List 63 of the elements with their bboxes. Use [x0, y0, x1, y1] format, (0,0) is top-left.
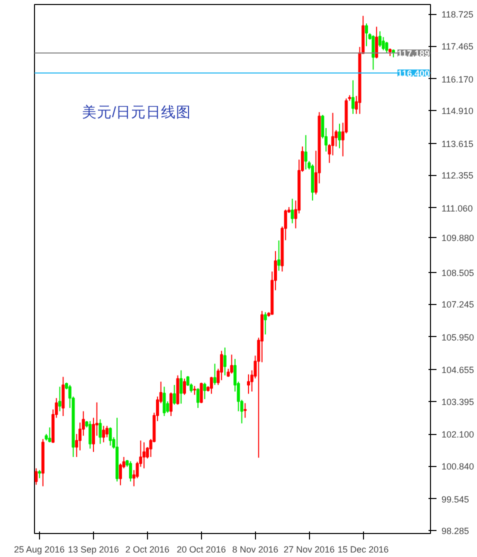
candlestick — [304, 134, 308, 170]
candlestick — [102, 425, 106, 443]
x-tick-label: 20 Oct 2016 — [176, 544, 226, 554]
candlestick — [378, 30, 382, 48]
candlestick — [351, 80, 354, 114]
candlestick — [98, 418, 102, 444]
y-tick-label: 102.100 — [442, 430, 474, 440]
candlestick — [108, 426, 112, 446]
candlestick — [142, 442, 146, 469]
y-tick-label: 109.880 — [442, 233, 474, 244]
candlestick — [88, 420, 92, 450]
candlestick — [246, 374, 250, 394]
candlestick — [220, 350, 224, 381]
candlestick — [375, 26, 378, 59]
candlestick — [129, 460, 132, 482]
y-tick-label: 116.170 — [442, 74, 474, 84]
x-tick-label: 25 Aug 2016 — [14, 544, 65, 554]
x-tick-label: 15 Dec 2016 — [338, 544, 389, 554]
candlestick — [223, 347, 226, 376]
y-tick-label: 112.355 — [442, 170, 474, 181]
candlestick — [372, 34, 375, 70]
candlestick — [203, 382, 206, 400]
y-tick-label: 111.060 — [442, 203, 473, 214]
y-tick-label: 105.950 — [442, 332, 474, 342]
candlestick — [264, 312, 267, 335]
candlestick — [196, 388, 200, 408]
candlestick — [62, 376, 65, 417]
x-tick-label: 27 Nov 2016 — [284, 544, 335, 554]
y-tick-label: 108.505 — [442, 268, 474, 278]
x-tick-label: 8 Nov 2016 — [232, 544, 278, 554]
candlestick — [338, 123, 342, 149]
candlestick — [58, 386, 62, 412]
candlestick — [277, 240, 280, 272]
candlestick — [385, 41, 388, 54]
candlestick — [180, 370, 183, 404]
candlestick — [162, 386, 166, 417]
candlestick — [200, 382, 203, 404]
y-tick-label: 104.655 — [442, 365, 474, 376]
annotation: 美元/日元日线图 — [82, 104, 192, 121]
candlestick — [244, 402, 247, 418]
y-tick-label: 113.615 — [442, 138, 474, 149]
candlestick — [230, 354, 234, 374]
y-tick-label: 107.245 — [442, 300, 474, 310]
y-tick-label: 117.465 — [442, 42, 474, 52]
x-tick-label: 2 Oct 2016 — [125, 544, 170, 554]
ref-line-label: 116.400 — [397, 68, 430, 78]
y-tick-label: 99.545 — [442, 494, 470, 504]
candlestick — [364, 22, 368, 47]
x-tick-label: 13 Sep 2016 — [68, 544, 119, 554]
candlestick — [182, 378, 186, 396]
candlestick — [290, 198, 294, 224]
y-tick-label: 118.725 — [442, 10, 474, 20]
candlestick — [48, 426, 52, 443]
candlestick — [34, 468, 38, 486]
y-tick-label: 100.840 — [442, 462, 474, 472]
y-tick-label: 98.285 — [442, 526, 470, 536]
y-tick-label: 103.395 — [442, 397, 474, 408]
candlestick — [169, 392, 173, 417]
y-tick-label: 114.910 — [442, 106, 474, 116]
candlestick — [210, 376, 213, 394]
candlestick — [172, 384, 176, 406]
candlestick — [213, 363, 216, 386]
ref-line-label: 117.189 — [397, 48, 430, 59]
